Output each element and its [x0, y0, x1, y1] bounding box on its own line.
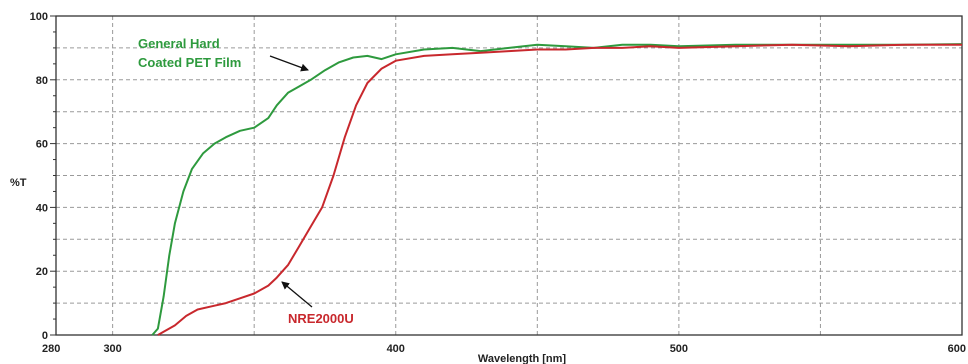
y-tick-label: 40	[36, 202, 48, 214]
x-tick-label: 600	[948, 343, 966, 355]
x-tick-label: 280	[42, 343, 60, 355]
y-tick-label: 60	[36, 139, 48, 151]
y-tick-label: 100	[30, 11, 48, 23]
series-lines	[151, 43, 963, 336]
annotations: General Hard Coated PET Film NRE2000U	[138, 36, 354, 326]
annotation-arrow	[269, 55, 309, 72]
x-tick-label: 500	[670, 343, 688, 355]
series-line-general-pet	[151, 43, 963, 336]
series-line-nre2000u	[157, 43, 962, 336]
series-label-general-pet: General Hard	[138, 36, 220, 51]
plot-frame	[50, 15, 963, 336]
y-tick-label: 0	[42, 330, 48, 342]
y-tick-label: 20	[36, 266, 48, 278]
x-tick-label: 400	[387, 343, 405, 355]
series-label-nre2000u: NRE2000U	[288, 311, 354, 326]
annotation-arrow	[281, 281, 313, 308]
grid	[56, 16, 962, 335]
y-tick-label: 80	[36, 75, 48, 87]
series-label-general-pet: Coated PET Film	[138, 55, 241, 70]
x-axis-label: Wavelength [nm]	[478, 353, 567, 364]
x-tick-label: 300	[103, 343, 121, 355]
tick-labels: 0 20 40 60 80 100 280 300 400 500 600	[30, 11, 966, 355]
y-axis-label: %T	[10, 177, 27, 189]
